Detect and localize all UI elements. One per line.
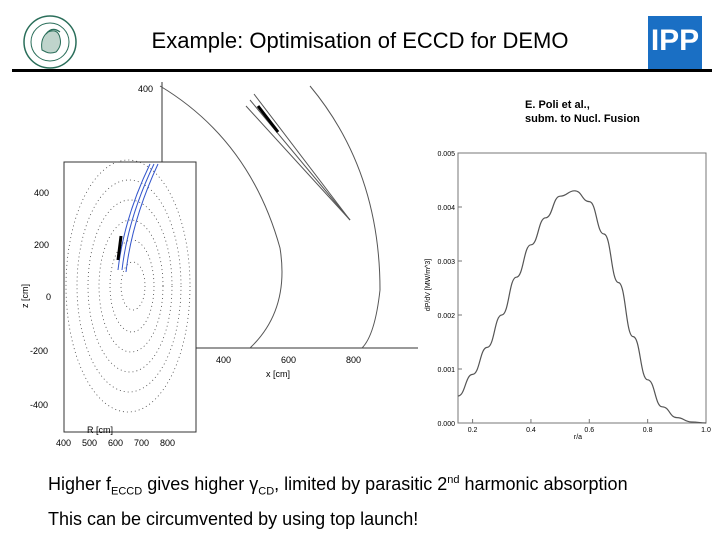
- chart-y-tick-label: 0.004: [437, 205, 455, 212]
- caption-superscript: nd: [447, 474, 460, 486]
- cross-x-tick: 800: [160, 438, 175, 448]
- top-view-y-tick: 400: [138, 84, 153, 94]
- cross-y-tick: -200: [30, 346, 48, 356]
- chart-y-tick-label: 0.000: [437, 421, 455, 428]
- cross-x-tick: 700: [134, 438, 149, 448]
- top-view-x-tick: 600: [281, 355, 296, 365]
- chart-y-tick-label: 0.002: [437, 313, 455, 320]
- chart-x-tick-label: 0.8: [643, 427, 653, 434]
- cross-x-tick: 400: [56, 438, 71, 448]
- top-view-xlabel: x [cm]: [266, 369, 290, 379]
- slide-title: Example: Optimisation of ECCD for DEMO: [151, 28, 569, 53]
- caption-line1: Higher fECCD gives higher γCD, limited b…: [48, 474, 628, 498]
- chart-x-tick-label: 0.2: [468, 427, 478, 434]
- cross-y-tick: 400: [34, 188, 49, 198]
- caption-line2: This can be circumvented by using top la…: [48, 509, 419, 529]
- top-view-x-tick: 800: [346, 355, 361, 365]
- top-view-plot: 400 400 600 800 x [cm]: [138, 82, 430, 379]
- deposition-segment: [256, 105, 280, 133]
- inner-vessel-wall: [159, 85, 283, 349]
- chart-y-tick-label: 0.003: [437, 259, 455, 266]
- cross-section-plot: 400 200 0 -200 -400 400 500 600 700 800 …: [20, 159, 197, 448]
- chart-y-tick-label: 0.001: [437, 367, 455, 374]
- ipp-logo-icon: IPP: [648, 16, 702, 70]
- chart-x-tick-label: 0.6: [584, 427, 594, 434]
- chart-xlabel: r/a: [574, 434, 582, 441]
- deposition-segment: [116, 235, 123, 261]
- chart-x-tick-label: 1.0: [701, 427, 711, 434]
- caption-text: harmonic absorption: [459, 474, 628, 494]
- dpdv-profile-line: [457, 190, 707, 424]
- cross-xlabel: R [cm]: [87, 425, 113, 435]
- reference-line1: E. Poli et al.,: [525, 99, 590, 111]
- chart-y-tick-label: 0.005: [437, 151, 455, 158]
- beam-ray-blue: [125, 163, 159, 273]
- cross-x-tick: 600: [108, 438, 123, 448]
- chart-frame: [457, 152, 707, 424]
- caption-text: Higher f: [48, 474, 112, 494]
- cross-section-frame: [63, 161, 197, 433]
- caption-subscript: ECCD: [111, 485, 143, 498]
- cross-y-tick: 200: [34, 240, 49, 250]
- beam-ray: [249, 99, 351, 221]
- beam-ray: [253, 93, 351, 221]
- caption-text: gives higher: [142, 474, 250, 494]
- title-divider: [12, 69, 712, 72]
- cross-y-tick: 0: [46, 292, 51, 302]
- caption-gamma-symbol: γ: [249, 474, 259, 494]
- mpg-minerva-logo-icon: [22, 14, 78, 70]
- caption-text: , limited by parasitic 2: [274, 474, 448, 494]
- top-view-x-tick: 400: [216, 355, 231, 365]
- cross-y-tick: -400: [30, 400, 48, 410]
- reference-line2: subm. to Nucl. Fusion: [525, 113, 640, 125]
- power-deposition-chart: 0.2 0.4 0.6 0.8 1.0 0.000 0.001 0.002 0.003 0.004…: [418, 125, 713, 443]
- chart-ylabel: dP/dV [MW/m^3]: [425, 259, 432, 311]
- beam-ray: [245, 105, 351, 221]
- beam-ray-blue: [121, 163, 155, 271]
- cross-ylabel: z [cm]: [20, 284, 30, 308]
- outer-vessel-wall: [309, 85, 381, 349]
- chart-x-tick-label: 0.4: [526, 427, 536, 434]
- cross-x-tick: 500: [82, 438, 97, 448]
- caption-subscript: CD: [258, 485, 275, 498]
